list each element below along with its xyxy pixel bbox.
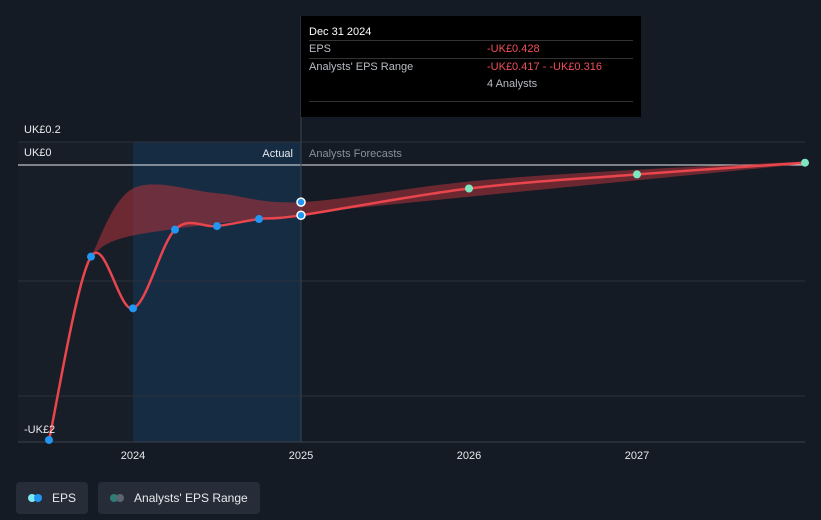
legend-eps-label: EPS: [52, 491, 77, 505]
tooltip-range-row: Analysts' EPS Range -UK£0.417 - -UK£0.31…: [309, 58, 633, 76]
tooltip-range-value: -UK£0.417 - -UK£0.316: [487, 61, 602, 73]
legend-range-label: Analysts' EPS Range: [134, 491, 248, 505]
y-tick-label-bottom: -UK£2: [24, 424, 56, 436]
tooltip-date: Dec 31 2024: [309, 26, 372, 38]
eps-point[interactable]: [296, 210, 306, 221]
forecast-point[interactable]: [465, 184, 473, 193]
eps-point[interactable]: [87, 252, 95, 261]
tooltip-eps-label: EPS: [309, 43, 332, 55]
range-high-point[interactable]: [296, 197, 306, 207]
x-tick-label: 2025: [289, 450, 313, 462]
x-axis-ticks: 2024 2025 2026 2027: [121, 450, 649, 462]
analysts-eps-range-area: [91, 161, 805, 257]
tooltip-eps-value: -UK£0.428: [487, 43, 540, 55]
tooltip-eps-row: EPS -UK£0.428: [309, 40, 633, 58]
legend: EPS Analysts' EPS Range: [16, 482, 260, 514]
y-tick-label-top: UK£0.2: [24, 124, 61, 136]
x-tick-label: 2026: [457, 450, 481, 462]
forecast-point[interactable]: [801, 158, 809, 167]
tooltip-analysts-row: 4 Analysts: [309, 76, 633, 102]
eps-point[interactable]: [255, 215, 263, 224]
eps-points: [45, 158, 809, 444]
past-shade: [18, 142, 133, 442]
forecast-section-label: Analysts Forecasts: [309, 148, 402, 160]
y-tick-label-zero: UK£0: [24, 147, 52, 159]
tooltip-analysts-count: 4 Analysts: [487, 78, 538, 90]
actual-section-label: Actual: [262, 148, 293, 160]
eps-point[interactable]: [45, 435, 53, 444]
eps-point[interactable]: [171, 225, 179, 234]
legend-analysts-range[interactable]: Analysts' EPS Range: [98, 482, 260, 514]
eps-point[interactable]: [129, 304, 137, 313]
forecast-point[interactable]: [633, 170, 641, 179]
tooltip-range-label: Analysts' EPS Range: [309, 61, 414, 73]
x-tick-label: 2024: [121, 450, 145, 462]
range-legend-icon: [110, 494, 126, 502]
eps-legend-icon: [28, 494, 44, 502]
tooltip: Dec 31 2024 EPS -UK£0.428 Analysts' EPS …: [301, 16, 641, 117]
legend-eps[interactable]: EPS: [16, 482, 89, 514]
x-tick-label: 2027: [625, 450, 649, 462]
eps-point[interactable]: [213, 222, 221, 231]
eps-line: [47, 161, 806, 441]
